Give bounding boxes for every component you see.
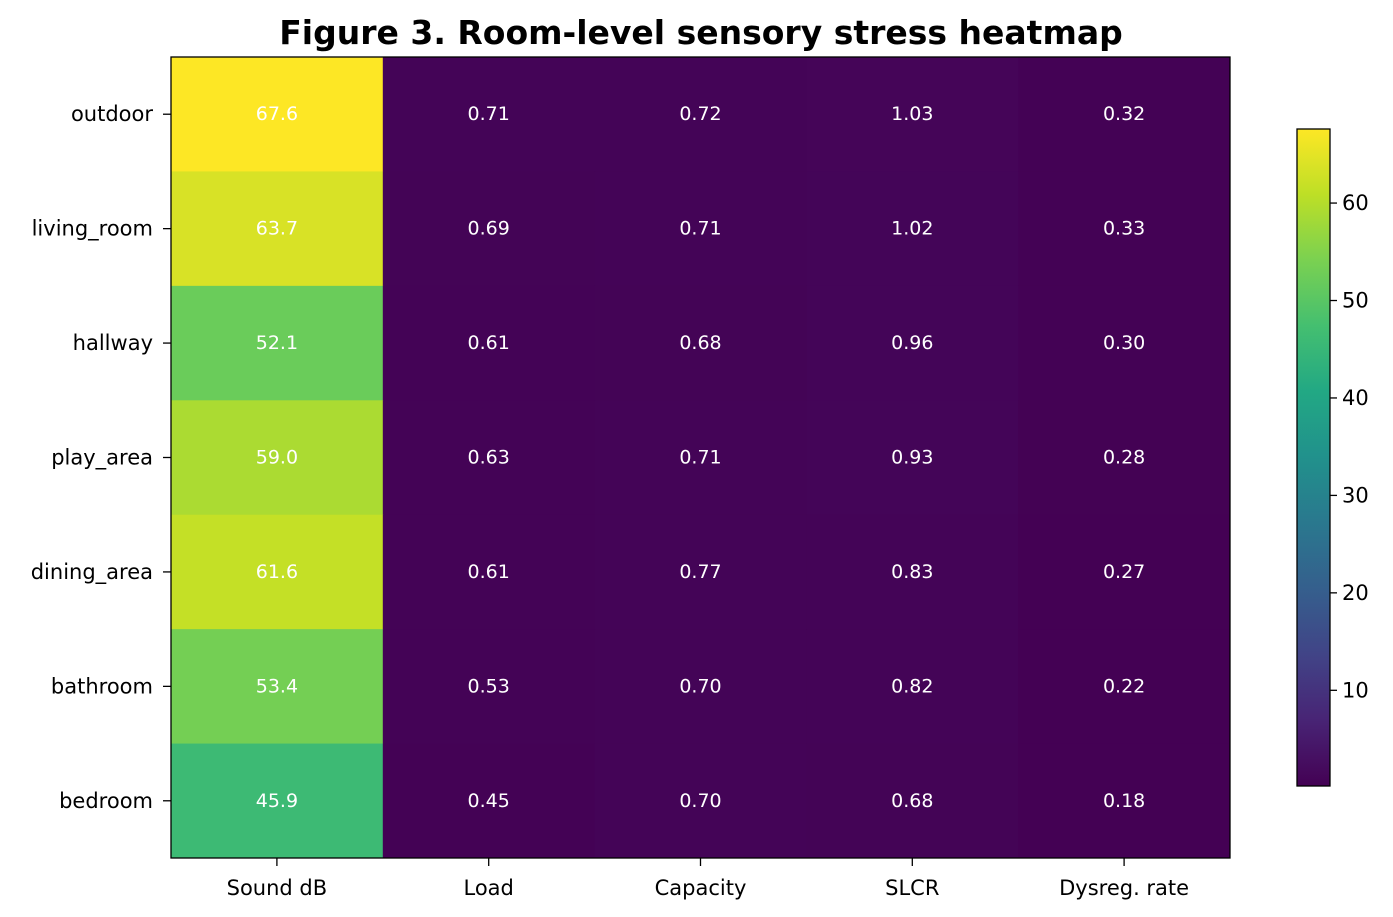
- heatmap-cell: [1018, 743, 1231, 859]
- cell-value-label: 0.61: [468, 561, 510, 583]
- x-tick-label: Dysreg. rate: [1059, 876, 1189, 900]
- heatmap-cell: [382, 171, 596, 287]
- colorbar-tick-label: 10: [1342, 678, 1369, 702]
- heatmap-cell: [171, 743, 384, 859]
- cell-value-label: 0.22: [1103, 675, 1145, 697]
- cell-value-label: 61.6: [256, 561, 298, 583]
- chart-title: Figure 3. Room-level sensory stress heat…: [279, 13, 1122, 52]
- cell-value-label: 0.71: [468, 103, 510, 125]
- cell-value-label: 0.83: [891, 561, 933, 583]
- cell-value-label: 0.70: [679, 675, 721, 697]
- cell-value-label: 0.30: [1103, 332, 1145, 354]
- heatmap-cell: [594, 514, 807, 630]
- cell-value-label: 52.1: [256, 332, 298, 354]
- heatmap-cell: [1018, 629, 1231, 745]
- heatmap-cell: [382, 400, 596, 516]
- cell-value-label: 0.96: [891, 332, 933, 354]
- heatmap-cell: [382, 743, 596, 859]
- cell-value-label: 0.33: [1103, 218, 1145, 240]
- cell-value-label: 0.82: [891, 675, 933, 697]
- colorbar-ticks: 10 20 30 40 50 60: [1330, 191, 1369, 702]
- cell-value-label: 0.61: [468, 332, 510, 354]
- cell-value-label: 0.27: [1103, 561, 1145, 583]
- heatmap-cell: [594, 743, 807, 859]
- colorbar-tick-label: 60: [1342, 191, 1369, 215]
- cell-value-label: 0.28: [1103, 447, 1145, 469]
- cell-value-label: 63.7: [256, 218, 298, 240]
- heatmap-cell: [382, 285, 596, 401]
- cell-value-label: 0.45: [468, 790, 510, 812]
- heatmap-cell: [806, 743, 1019, 859]
- plot-frame: [170, 56, 1231, 859]
- colorbar-tick-label: 20: [1342, 581, 1369, 605]
- colorbar: 10 20 30 40 50 60: [1296, 128, 1369, 787]
- heatmap-cell: [806, 171, 1019, 287]
- colorbar-tick-label: 40: [1342, 386, 1369, 410]
- heatmap-cell: [1018, 285, 1231, 401]
- heatmap-cell: [1018, 57, 1231, 172]
- heatmap-cell: [171, 57, 384, 172]
- cell-value-label: 0.53: [468, 675, 510, 697]
- cell-value-label: 0.77: [679, 561, 721, 583]
- heatmap-cell: [806, 285, 1019, 401]
- y-tick-label: bathroom: [51, 674, 153, 698]
- cell-value-label: 53.4: [256, 675, 298, 697]
- y-tick-label: play_area: [51, 446, 153, 471]
- heatmap-cell: [171, 400, 384, 516]
- y-tick-label: living_room: [32, 217, 153, 242]
- cell-value-label: 45.9: [256, 790, 298, 812]
- x-axis: Sound dB Load Capacity SLCR Dysreg. rate: [227, 858, 1189, 900]
- cell-value-label: 0.63: [468, 447, 510, 469]
- cell-value-label: 0.72: [679, 103, 721, 125]
- cell-value-label: 0.71: [679, 218, 721, 240]
- heatmap-cell: [594, 171, 807, 287]
- y-tick-label: dining_area: [31, 560, 153, 585]
- y-tick-label: hallway: [73, 331, 153, 355]
- heatmap-cell: [594, 285, 807, 401]
- x-tick-label: Load: [464, 876, 514, 900]
- heatmap-cell: [1018, 400, 1231, 516]
- heatmap-cell: [171, 171, 384, 287]
- cell-value-label: 0.32: [1103, 103, 1145, 125]
- heatmap-cell: [594, 629, 807, 745]
- cell-value-label: 0.70: [679, 790, 721, 812]
- heatmap-cell: [171, 514, 384, 630]
- cell-value-label: 0.68: [679, 332, 721, 354]
- heatmap-cells: [171, 57, 1231, 859]
- cell-value-label: 0.69: [468, 218, 510, 240]
- heatmap-cell: [382, 629, 596, 745]
- x-tick-label: Capacity: [655, 876, 747, 900]
- cell-value-label: 67.6: [256, 103, 298, 125]
- cell-value-label: 1.03: [891, 103, 933, 125]
- colorbar-tick-label: 30: [1342, 483, 1369, 507]
- heatmap-cell: [806, 514, 1019, 630]
- heatmap-cell: [1018, 514, 1231, 630]
- heatmap-cell: [594, 57, 807, 172]
- heatmap-cell: [382, 57, 596, 172]
- heatmap-cell: [806, 629, 1019, 745]
- heatmap-cell: [1018, 171, 1231, 287]
- x-tick-label: SLCR: [885, 876, 939, 900]
- heatmap-cell: [171, 629, 384, 745]
- cell-value-label: 59.0: [256, 447, 298, 469]
- y-tick-label: bedroom: [59, 789, 153, 813]
- heatmap-cell-labels: 67.6 0.71 0.72 1.03 0.32 63.7 0.69 0.71 1.02 0.33…: [256, 103, 1146, 812]
- cell-value-label: 0.93: [891, 447, 933, 469]
- heatmap-cell: [594, 400, 807, 516]
- colorbar-gradient: [1296, 128, 1331, 787]
- heatmap-cell: [806, 400, 1019, 516]
- x-tick-label: Sound dB: [227, 876, 328, 900]
- y-tick-label: outdoor: [71, 102, 153, 126]
- colorbar-tick-label: 50: [1342, 289, 1369, 313]
- cell-value-label: 1.02: [891, 218, 933, 240]
- cell-value-label: 0.71: [679, 447, 721, 469]
- cell-value-label: 0.68: [891, 790, 933, 812]
- heatmap-cell: [171, 285, 384, 401]
- heatmap-cell: [382, 514, 596, 630]
- heatmap-cell: [806, 57, 1019, 172]
- cell-value-label: 0.18: [1103, 790, 1145, 812]
